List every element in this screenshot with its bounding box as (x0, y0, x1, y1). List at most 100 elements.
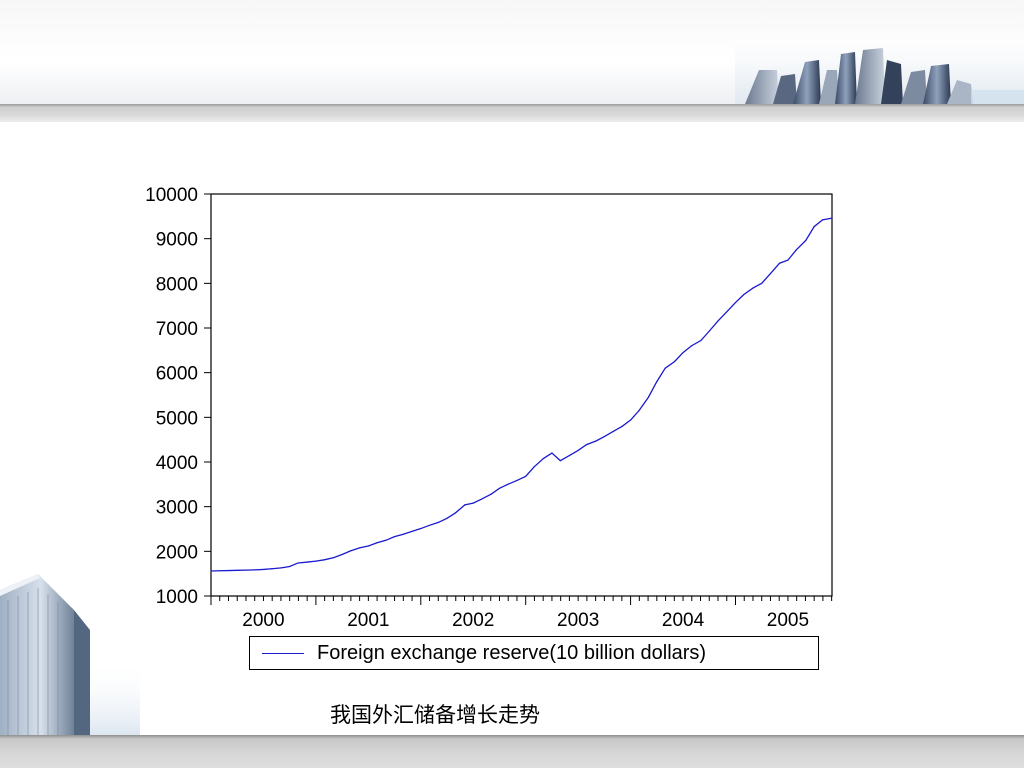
data-point (577, 449, 579, 451)
data-point (481, 498, 483, 500)
data-point (376, 542, 378, 544)
data-point (367, 545, 369, 547)
data-point (420, 527, 422, 530)
data-point (621, 425, 623, 427)
data-point (428, 524, 430, 527)
data-point (752, 287, 754, 289)
series-line-foreign-exchange-reserve (210, 217, 833, 572)
data-point (533, 466, 535, 468)
data-point (411, 530, 414, 532)
y-tick-label: 10000 (145, 185, 198, 206)
x-tick-label: 2002 (452, 610, 494, 631)
x-axis: 2000 2001 2002 2003 2004 2005 (210, 596, 833, 631)
data-point (218, 570, 220, 572)
y-tick-label: 2000 (156, 542, 198, 563)
chart-caption: 我国外汇储备增长走势 (330, 703, 540, 727)
data-point (603, 435, 605, 438)
data-point (245, 569, 247, 571)
data-point (778, 262, 781, 264)
y-tick-label: 9000 (156, 230, 198, 251)
y-axis: 1000 2000 3000 4000 5000 6000 7000 8000 9000 1000… (145, 185, 211, 608)
data-point (393, 535, 396, 538)
data-point (333, 556, 335, 559)
data-point (385, 539, 387, 541)
data-point (289, 565, 291, 568)
data-point (438, 521, 440, 523)
data-point (734, 301, 737, 304)
data-point (769, 273, 771, 275)
y-tick-label: 7000 (156, 319, 198, 340)
data-point (761, 282, 763, 284)
data-point (700, 339, 702, 342)
x-tick-label: 2000 (242, 610, 284, 631)
data-point (664, 367, 666, 369)
data-point (638, 410, 640, 412)
data-point (717, 320, 719, 322)
footer-band (0, 735, 1024, 768)
data-point (236, 569, 238, 571)
data-point (498, 487, 501, 489)
data-point (210, 570, 212, 572)
data-point (254, 569, 256, 571)
data-point (315, 560, 317, 562)
data-point (472, 502, 474, 504)
data-point (682, 351, 684, 354)
data-point (821, 219, 824, 221)
x-tick-label: 2001 (347, 610, 389, 631)
data-point (656, 381, 658, 383)
data-point (559, 460, 561, 462)
plot-frame (210, 193, 833, 597)
data-point (306, 561, 309, 563)
x-tick-label: 2004 (662, 610, 705, 631)
y-tick-label: 1000 (156, 587, 198, 608)
data-point (490, 493, 492, 495)
data-point (454, 512, 457, 514)
x-tick-label: 2005 (767, 610, 809, 631)
data-point (323, 559, 325, 561)
data-point (595, 440, 597, 442)
legend: Foreign exchange reserve(10 billion doll… (249, 636, 819, 670)
data-point (690, 345, 693, 347)
data-point (402, 533, 404, 535)
data-point (228, 569, 230, 572)
data-point (551, 452, 553, 454)
data-point (464, 504, 466, 506)
data-point (647, 396, 650, 398)
data-point (446, 517, 448, 519)
y-tick-label: 5000 (156, 408, 198, 429)
data-point (629, 419, 632, 421)
x-tick-label: 2003 (557, 610, 599, 631)
data-point (359, 547, 361, 549)
data-point (813, 226, 815, 228)
data-point (280, 567, 282, 569)
data-point (795, 249, 797, 251)
data-point (674, 360, 676, 363)
data-point (297, 562, 299, 564)
y-tick-label: 8000 (156, 274, 198, 295)
data-point (516, 479, 518, 481)
legend-label: Foreign exchange reserve(10 billion doll… (317, 642, 707, 664)
data-point (743, 293, 745, 296)
data-point (271, 568, 273, 570)
data-point (708, 330, 710, 332)
series-points (210, 217, 833, 572)
header-divider (0, 104, 1024, 122)
data-point (262, 568, 265, 571)
skyline-image (735, 40, 1024, 106)
data-point (507, 483, 509, 485)
legend-swatch (262, 653, 304, 654)
y-tick-label: 4000 (156, 453, 198, 474)
y-tick-label: 3000 (156, 498, 198, 519)
data-point (525, 475, 527, 477)
data-point (805, 239, 807, 242)
data-point (341, 553, 343, 556)
data-point (542, 457, 545, 460)
tower-image (0, 574, 140, 736)
data-point (831, 217, 833, 219)
data-point (726, 310, 728, 313)
y-tick-label: 6000 (156, 364, 198, 385)
data-point (349, 550, 352, 552)
data-point (585, 443, 588, 446)
data-point (612, 431, 614, 433)
